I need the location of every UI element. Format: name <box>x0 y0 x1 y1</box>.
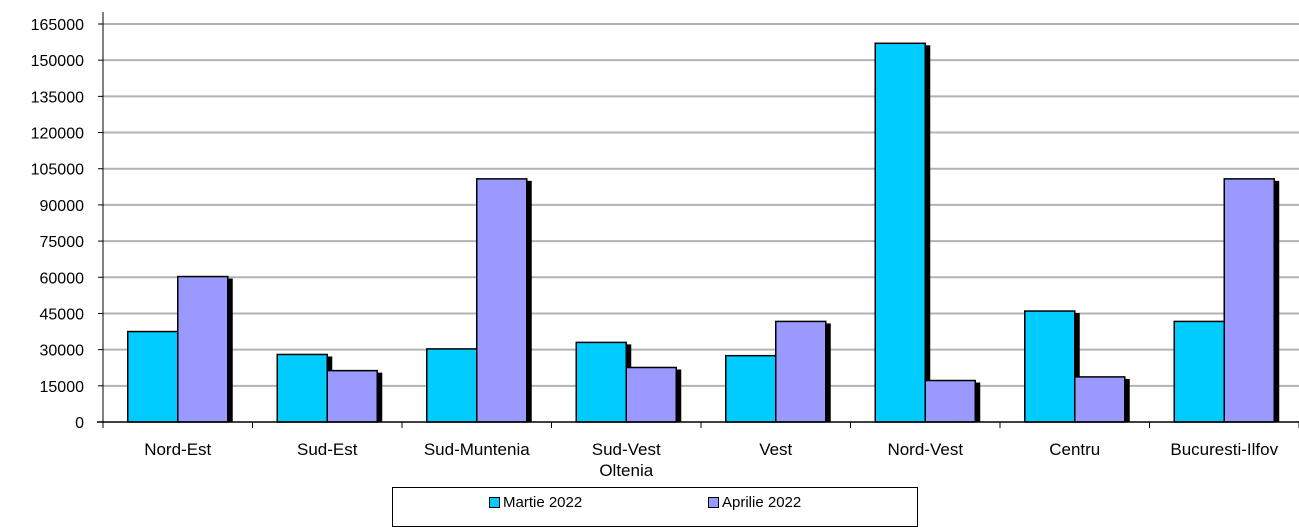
y-tick-label: 90000 <box>40 198 85 215</box>
x-category-label: Nord-Vest <box>887 440 963 459</box>
legend-label-aprilie: Aprilie 2022 <box>722 494 802 511</box>
bar-aprilie <box>1074 376 1126 423</box>
y-tick-label: 150000 <box>31 53 84 70</box>
y-tick-label: 45000 <box>40 306 85 323</box>
x-category-label: Sud-Muntenia <box>424 440 530 459</box>
bar-aprilie <box>924 379 976 423</box>
y-tick-label: 75000 <box>40 234 85 251</box>
legend-item-martie: Martie 2022 <box>489 494 582 511</box>
legend: Martie 2022 Aprilie 2022 <box>392 487 918 527</box>
bar-aprilie <box>625 366 677 423</box>
bar-martie <box>575 341 627 423</box>
bar-aprilie <box>326 369 378 423</box>
legend-swatch-martie <box>489 497 500 508</box>
bar-martie <box>725 354 777 423</box>
gridlines <box>103 23 1299 387</box>
y-tick-label: 60000 <box>40 270 85 287</box>
bar-martie <box>426 348 478 423</box>
bars <box>127 42 1280 423</box>
x-category-label: Sud-Est <box>297 440 358 459</box>
x-axis: Nord-Est Sud-Est Sud-Muntenia Sud-Vest Olten… <box>97 421 1299 480</box>
bar-aprilie <box>476 178 528 423</box>
y-tick-label: 0 <box>75 415 84 432</box>
bar-martie <box>1173 320 1225 423</box>
x-category-label: Centru <box>1049 440 1100 459</box>
bar-martie <box>1024 310 1076 423</box>
y-tick-label: 15000 <box>40 379 85 396</box>
x-category-label: Nord-Est <box>144 440 211 459</box>
bar-aprilie <box>177 275 229 423</box>
x-category-label: Sud-Vest Oltenia <box>592 440 661 480</box>
bar-aprilie <box>775 320 827 423</box>
legend-swatch-aprilie <box>708 497 719 508</box>
bar-martie <box>276 353 328 423</box>
bar-martie <box>127 330 179 423</box>
y-tick-label: 165000 <box>31 17 84 34</box>
bar-martie <box>874 42 926 423</box>
legend-label-martie: Martie 2022 <box>503 494 583 511</box>
bar-aprilie <box>1223 178 1275 423</box>
y-tick-label: 105000 <box>31 162 84 179</box>
y-axis: 0 15000 30000 45000 60000 75000 90000 105000 120… <box>31 12 104 432</box>
legend-item-aprilie: Aprilie 2022 <box>708 494 801 511</box>
y-tick-label: 135000 <box>31 89 84 106</box>
y-tick-label: 120000 <box>31 126 84 143</box>
x-category-label: Vest <box>759 440 792 459</box>
x-category-label: Bucuresti-Ilfov <box>1170 440 1278 459</box>
y-tick-label: 30000 <box>40 343 85 360</box>
